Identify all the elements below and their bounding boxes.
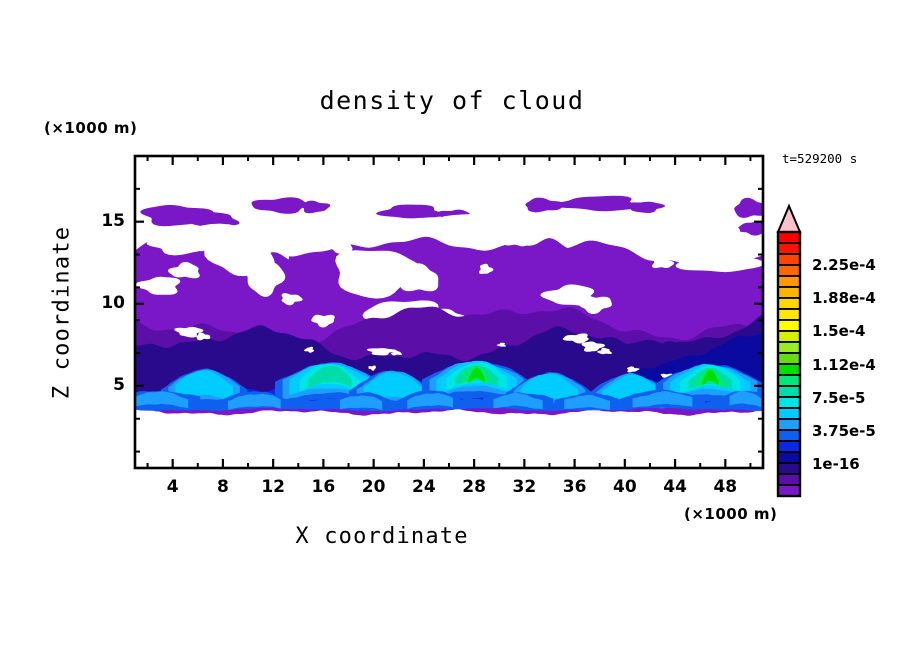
x-tick-label: 44 (663, 477, 687, 497)
colorbar-tick-label: 1.12e-4 (812, 355, 876, 374)
x-tick-label: 4 (166, 477, 179, 497)
x-tick-label: 28 (462, 477, 486, 497)
y-tick-label: 15 (101, 210, 125, 231)
x-tick-label: 24 (412, 477, 436, 497)
y-axis-unit-label: (×1000 m) (44, 119, 138, 137)
colorbar-tick-label: 7.5e-5 (812, 388, 866, 407)
colorbar (776, 203, 802, 498)
x-tick-label: 12 (261, 477, 285, 497)
x-tick-label: 32 (512, 477, 537, 497)
page-title: density of cloud (319, 86, 585, 115)
colorbar-tick-label: 1e-16 (812, 455, 860, 474)
x-tick-label: 8 (216, 477, 229, 497)
x-tick-label: 16 (311, 477, 336, 497)
plot-frame (133, 154, 765, 470)
colorbar-tick-label: 2.25e-4 (812, 256, 876, 274)
colorbar-tick-label: 1.5e-4 (812, 322, 866, 341)
x-axis-unit-label: (×1000 m) (684, 505, 778, 523)
cloud-density-field (135, 156, 763, 468)
x-tick-label: 48 (713, 477, 738, 497)
y-tick-label: 5 (113, 374, 125, 395)
x-axis-title: X coordinate (295, 524, 469, 549)
colorbar-tick-label: 3.75e-5 (812, 422, 876, 440)
x-tick-label: 36 (562, 477, 587, 497)
x-tick-label: 20 (361, 477, 386, 497)
y-tick-label: 10 (101, 292, 125, 313)
x-tick-label: 40 (612, 477, 637, 497)
time-stamp-annotation: t=529200 s (782, 151, 858, 166)
colorbar-tick-label: 1.88e-4 (812, 289, 876, 308)
